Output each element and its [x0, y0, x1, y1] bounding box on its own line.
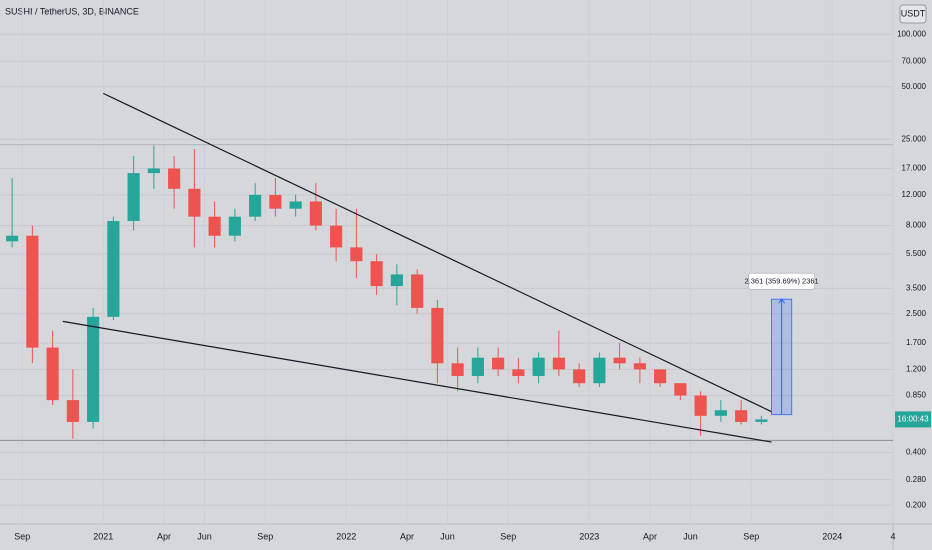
symbol-title: SUSHI / TetherUS, 3D, BINANCE [5, 6, 139, 16]
last-price-box [895, 411, 931, 428]
candle-body [674, 383, 687, 396]
trendline [62, 320, 772, 443]
y-tick-label: 25.000 [902, 134, 927, 143]
y-tick-label: 70.000 [902, 56, 927, 65]
x-tick-label: 2021 [93, 531, 113, 541]
candle-body [714, 410, 727, 416]
x-tick-label: Sep [500, 531, 516, 541]
y-tick-label: 8.000 [906, 221, 927, 230]
candle-body [593, 357, 606, 384]
candle-body [228, 216, 241, 236]
y-tick-label: 3.500 [906, 283, 927, 292]
candle-body [208, 216, 221, 236]
x-tick-label: Sep [14, 531, 30, 541]
candle-body [188, 188, 201, 217]
y-tick-label: 0.280 [906, 475, 927, 484]
y-tick-label: 0.400 [906, 448, 927, 457]
candle-body [370, 261, 383, 287]
y-tick-label: 5.500 [906, 249, 927, 258]
measure-arrowhead [778, 298, 786, 304]
candle-body [309, 201, 322, 226]
x-tick-label: Jun [683, 531, 698, 541]
x-tick-label: 2022 [336, 531, 356, 541]
candle-body [411, 274, 424, 308]
candle-body [350, 247, 363, 262]
y-tick-label: 1.200 [906, 364, 927, 373]
y-tick-label: 2.500 [906, 309, 927, 318]
candle-body [289, 201, 302, 209]
last-price-label: 16:00:43 [897, 415, 929, 424]
candle-body [573, 369, 586, 384]
y-tick-label: 50.000 [902, 82, 927, 91]
x-tick-label: Apr [400, 531, 414, 541]
candle-body [613, 357, 626, 364]
y-tick-label: 1.700 [906, 338, 927, 347]
candle-body [492, 357, 505, 370]
candle-body [654, 369, 667, 384]
candle-body [431, 307, 444, 364]
x-tick-label: Apr [643, 531, 657, 541]
x-tick-label: Apr [157, 531, 171, 541]
x-tick-label: 2023 [579, 531, 599, 541]
candle-body [269, 194, 282, 209]
candle-body [694, 395, 707, 416]
x-tick-label: 4 [890, 531, 895, 541]
candle-body [66, 400, 79, 422]
currency-label: USDT [901, 8, 926, 18]
x-tick-label: Sep [257, 531, 273, 541]
measure-label: 2.361 (359.69%) 2361 [745, 277, 819, 286]
candle-body [26, 235, 39, 348]
currency-button[interactable] [899, 4, 927, 24]
y-tick-label: 12.000 [902, 190, 927, 199]
candle-body [755, 419, 768, 422]
candle-body [107, 221, 120, 317]
trendline [102, 92, 772, 413]
y-tick-label: 0.200 [906, 500, 927, 509]
candle-body [471, 357, 484, 376]
y-tick-label: 0.850 [906, 391, 927, 400]
candle-body [552, 357, 565, 370]
x-tick-label: Jun [440, 531, 455, 541]
x-tick-label: Sep [743, 531, 759, 541]
y-tick-label: 17.000 [902, 164, 927, 173]
candle-body [249, 194, 262, 217]
candle-body [46, 347, 59, 401]
candle-body [633, 363, 646, 370]
candle-body [147, 168, 160, 174]
y-tick-label: 100.000 [897, 29, 926, 38]
candle-body [451, 363, 464, 376]
candle-body [330, 225, 343, 248]
candle-body [512, 369, 525, 376]
candle-body [735, 410, 748, 422]
candle-body [87, 316, 100, 422]
x-tick-label: Jun [197, 531, 212, 541]
candle-body [6, 235, 19, 242]
candle-body [127, 173, 140, 222]
measure-label-box [748, 272, 815, 290]
x-tick-label: 2024 [822, 531, 842, 541]
candle-body [390, 274, 403, 287]
candle-body [532, 357, 545, 376]
candle-body [168, 168, 181, 189]
